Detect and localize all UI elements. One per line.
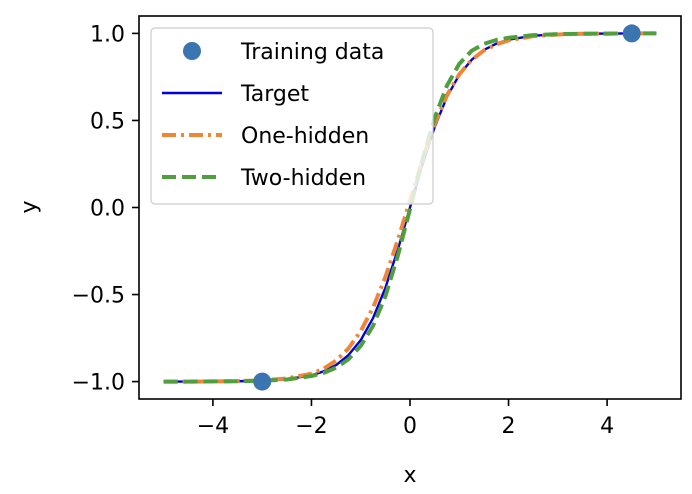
- x-tick-label: 0: [403, 414, 417, 439]
- y-tick-label: −1.0: [72, 371, 125, 396]
- plot-frame: [138, 15, 682, 400]
- x-tick-label: 4: [600, 414, 614, 439]
- legend-label-two-hidden: Two-hidden: [240, 166, 366, 191]
- y-tick-label: 0.5: [90, 109, 125, 134]
- y-axis-label: y: [17, 200, 42, 213]
- x-tick-label: −2: [295, 414, 327, 439]
- y-tick-label: 0.0: [90, 197, 125, 222]
- x-tick-label: −4: [197, 414, 229, 439]
- training-data-point: [622, 24, 641, 43]
- y-tick-label: 1.0: [90, 22, 125, 47]
- legend-marker-training-data: [183, 42, 201, 60]
- y-tick-label: −0.5: [72, 284, 125, 309]
- legend-label-target: Target: [240, 82, 309, 107]
- legend-label-training-data: Training data: [240, 40, 384, 65]
- ticks: −4 −2 0 2 4 −1.0 −0.5 0.0 0.5 1.0: [72, 22, 615, 439]
- training-data-point: [253, 372, 272, 391]
- legend-box: [150, 27, 434, 205]
- x-tick-label: 2: [502, 414, 516, 439]
- legend-label-one-hidden: One-hidden: [241, 124, 369, 149]
- series-line-two-hidden: [163, 31, 657, 384]
- legend: Training data Target One-hidden Two-hidden: [150, 27, 434, 205]
- x-axis-label: x: [403, 463, 416, 488]
